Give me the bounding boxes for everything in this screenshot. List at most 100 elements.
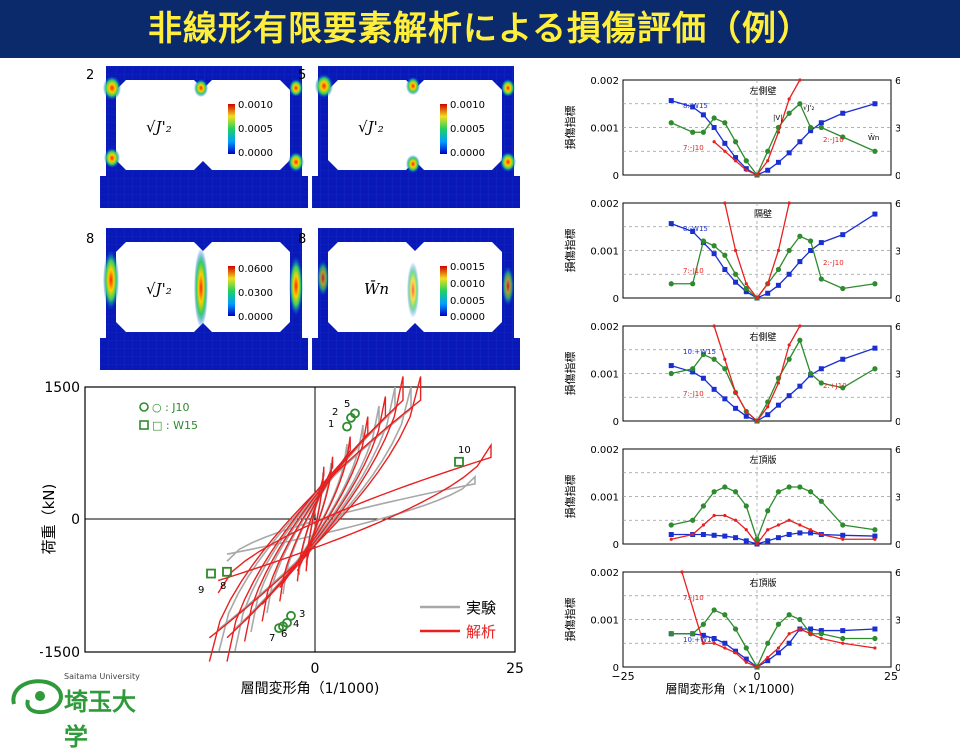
data-point — [776, 248, 781, 253]
data-point — [668, 221, 674, 227]
data-point — [798, 523, 802, 527]
data-point — [797, 530, 803, 536]
series-line — [671, 99, 876, 176]
y-axis-label: 損傷指標 — [563, 229, 577, 273]
data-point — [818, 276, 824, 282]
annotation-label: 8:-W15 — [683, 225, 708, 233]
data-point — [743, 503, 749, 509]
data-point — [840, 110, 846, 116]
data-point — [808, 128, 814, 134]
mesh-measure-label: √J'₂ — [358, 118, 384, 136]
y-tick: 0.002 — [590, 322, 619, 333]
annotation-label: 7:-J10 — [683, 144, 704, 152]
data-point — [723, 357, 727, 361]
data-point — [700, 632, 706, 638]
data-point — [668, 120, 674, 126]
data-point — [808, 626, 814, 632]
mesh-measure-label: √J'₂ — [146, 280, 172, 298]
data-point — [797, 383, 803, 389]
data-point — [786, 356, 792, 362]
data-point — [808, 489, 814, 495]
data-point — [872, 281, 878, 287]
data-point — [712, 140, 716, 144]
data-point — [711, 125, 717, 130]
legend-marker-label: ○ : J10 — [152, 401, 190, 414]
data-point — [786, 612, 792, 618]
y2-tick: 300 — [895, 370, 900, 381]
data-point — [722, 366, 728, 372]
data-point — [766, 655, 770, 660]
data-point — [668, 363, 674, 369]
scale-label: 0.0010 — [238, 100, 273, 111]
w15-marker — [222, 566, 232, 577]
annotation-label: |V| — [773, 114, 783, 122]
y2-tick: 300 — [895, 247, 900, 258]
data-point — [722, 267, 728, 272]
data-point — [808, 238, 814, 244]
y-tick: −1500 — [40, 645, 80, 661]
mesh-image — [100, 66, 308, 208]
data-point — [797, 101, 803, 107]
data-point — [722, 612, 728, 618]
data-point — [680, 570, 684, 574]
panel-title: 右頂版 — [749, 577, 776, 589]
data-point — [787, 343, 791, 347]
data-point — [776, 381, 781, 385]
data-point — [711, 607, 717, 613]
y2-tick: 600 — [895, 76, 900, 87]
data-point — [723, 646, 727, 650]
mesh-step-label: 5 — [298, 68, 307, 83]
y2-tick: 300 — [895, 124, 900, 135]
data-point — [797, 484, 803, 490]
data-point — [700, 621, 706, 627]
data-point — [797, 337, 803, 343]
data-point — [797, 233, 803, 239]
mesh-measure-label: W̄n — [364, 280, 390, 298]
data-point — [754, 536, 760, 542]
data-point — [755, 419, 759, 423]
damage-chart-panel: 0.0020.00106003000損傷指標|V|右側壁10:+W157:-J1… — [563, 322, 900, 428]
point-label: 3 — [299, 609, 305, 620]
data-point — [722, 252, 728, 258]
y2-tick: 0 — [895, 663, 900, 674]
y-tick: 0.001 — [590, 124, 619, 135]
slide-title: 非線形有限要素解析による損傷評価（例） — [148, 9, 812, 49]
y-axis-label: 損傷指標 — [563, 352, 577, 396]
data-point — [808, 248, 814, 253]
data-point — [765, 148, 771, 154]
data-point — [690, 369, 696, 375]
data-point — [690, 104, 696, 110]
data-point — [819, 532, 823, 537]
data-point — [818, 631, 824, 637]
scale-label: 0.0005 — [450, 124, 485, 135]
analysis-curve — [208, 376, 492, 662]
hysteresis-loop — [305, 466, 325, 572]
legend-marker-label: □ : W15 — [152, 419, 198, 432]
data-point — [733, 535, 739, 541]
y2-tick: 300 — [895, 493, 900, 504]
data-point — [744, 168, 748, 172]
data-point — [765, 538, 771, 544]
y2-tick: 0 — [895, 171, 900, 182]
data-point — [723, 513, 727, 518]
y-tick: 0 — [613, 417, 619, 428]
data-point — [743, 645, 749, 651]
data-point — [766, 159, 770, 163]
y2-tick: 600 — [895, 322, 900, 333]
data-point — [733, 159, 738, 163]
data-point — [691, 532, 695, 537]
data-point — [732, 489, 739, 495]
data-point — [743, 289, 749, 295]
markers — [206, 408, 464, 634]
hysteresis-chart: 1500 0 −1500 0 25 層間変形角（1/1000) 荷重（kN) ○… — [40, 376, 524, 695]
y-tick: 0 — [613, 540, 619, 551]
damage-index-charts: 0.002 0.001 0 600 300 0 損傷指標 |V| 左側壁 8:-W15 7:-J10… — [563, 76, 900, 696]
data-point — [711, 532, 717, 538]
data-point — [755, 542, 759, 546]
hysteresis-loop — [208, 376, 422, 662]
point-label: 2 — [332, 407, 338, 418]
data-point — [668, 532, 674, 537]
data-point — [840, 134, 846, 140]
damage-chart-panel: 0.0020.00106003000損傷指標|V|隔壁8:-W157:-J102… — [563, 199, 900, 305]
